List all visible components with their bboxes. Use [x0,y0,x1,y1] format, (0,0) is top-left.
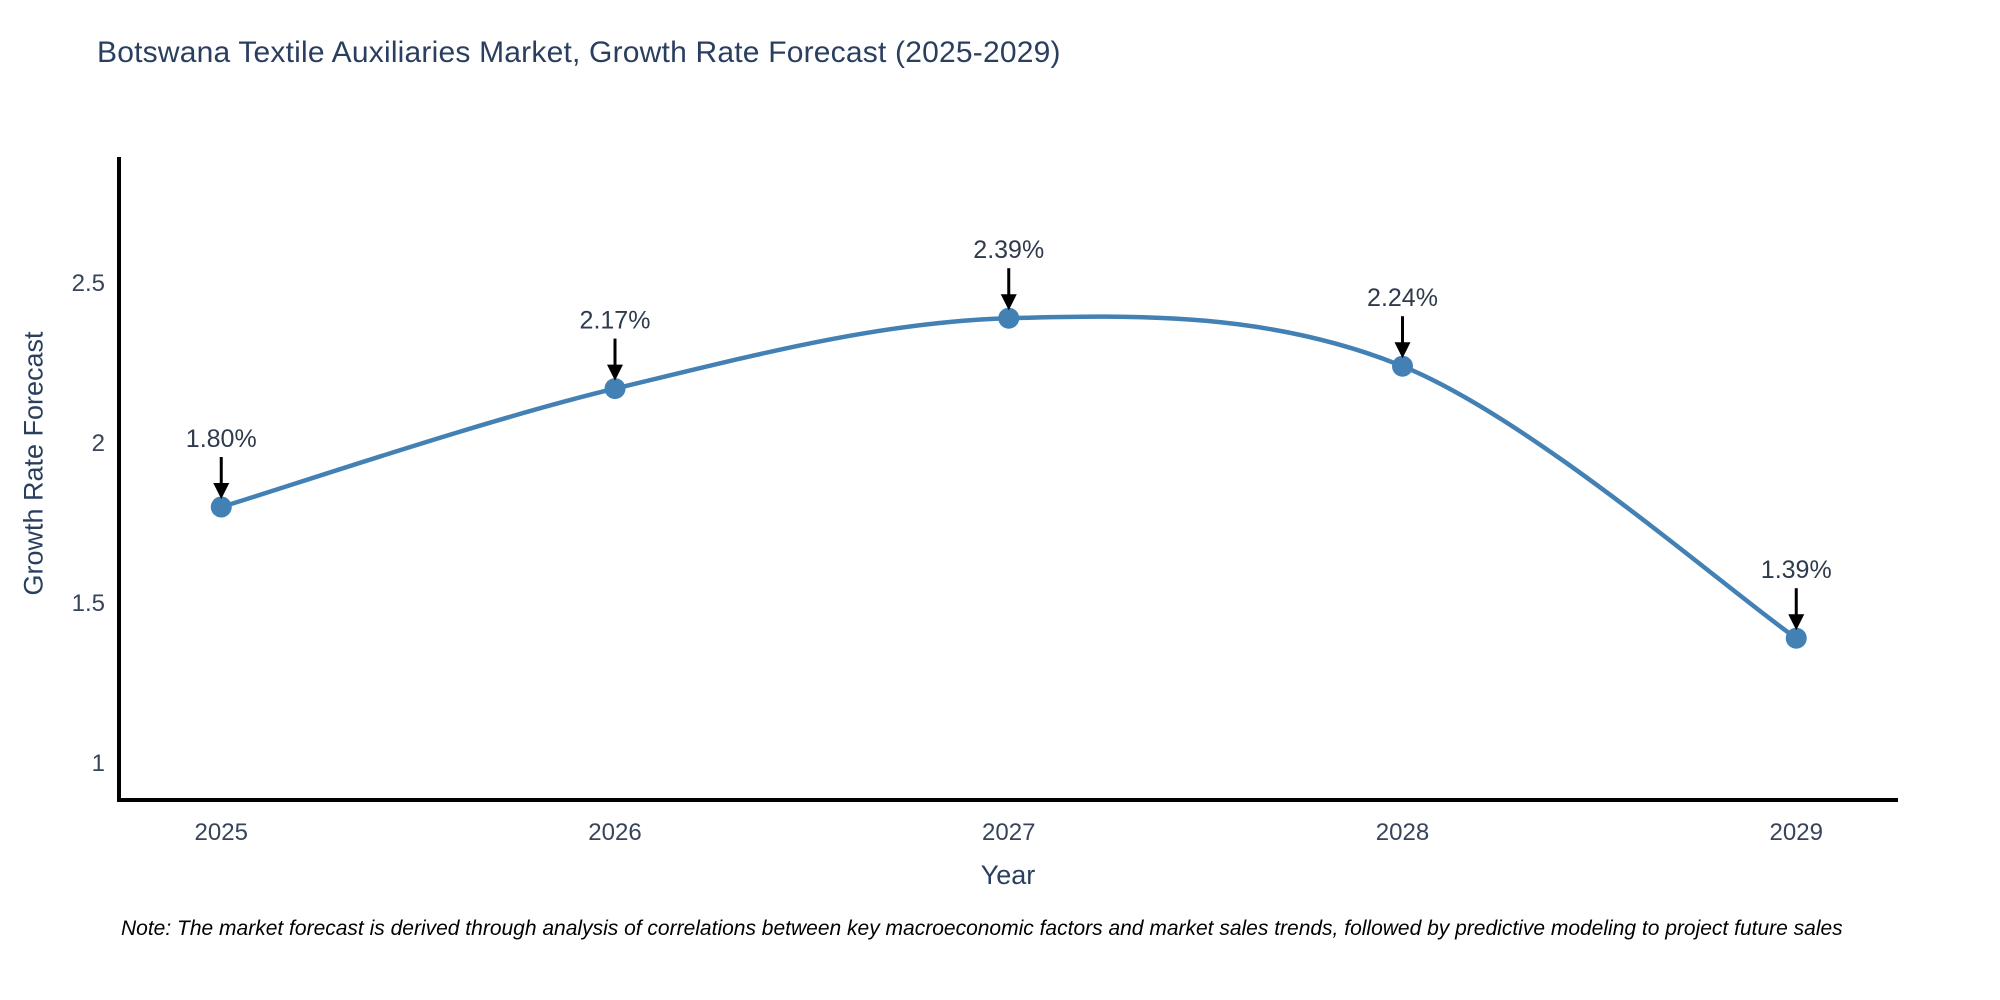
y-axis-line [117,157,121,802]
x-axis-title: Year [980,860,1036,890]
annotation-arrowhead [1788,614,1805,631]
data-point [210,496,232,518]
chart-title: Botswana Textile Auxiliaries Market, Gro… [97,36,1061,69]
y-tick-label: 1 [92,750,105,777]
data-point [1392,355,1413,377]
annotation-arrowhead [607,364,623,381]
y-tick-label: 2 [92,430,105,457]
x-axis-line [117,798,1898,802]
annotation-arrowhead [1394,342,1411,359]
x-tick-label: 2028 [1376,819,1429,846]
data-point [604,378,626,400]
x-tick-label: 2027 [982,819,1035,846]
y-tick-label: 2.5 [72,270,105,297]
data-point [1785,627,1807,649]
forecast-line [219,314,1799,641]
footnote: Note: The market forecast is derived thr… [121,917,1843,940]
data-label: 2.24% [1367,284,1438,312]
annotation-arrowhead [1000,294,1017,311]
data-label: 2.39% [973,236,1044,264]
x-tick-label: 2026 [588,819,641,846]
x-tick-label: 2025 [195,819,248,846]
data-label: 1.39% [1761,556,1832,584]
data-label: 2.17% [580,307,651,335]
annotation-arrowhead [213,483,230,499]
x-tick-label: 2029 [1770,819,1823,846]
y-tick-label: 1.5 [72,590,105,617]
data-point [998,307,1020,329]
data-label: 1.80% [186,425,257,453]
